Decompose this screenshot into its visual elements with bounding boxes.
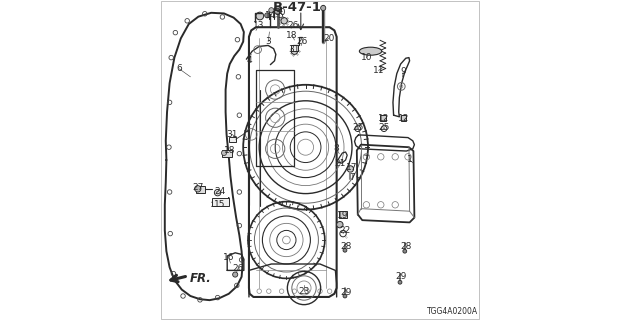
Circle shape: [265, 13, 270, 18]
Text: 1: 1: [407, 156, 412, 164]
Bar: [196, 186, 205, 193]
Text: 18: 18: [224, 146, 236, 155]
Text: 26: 26: [287, 21, 298, 30]
Text: 25: 25: [352, 124, 364, 132]
Circle shape: [233, 272, 238, 277]
Text: 31: 31: [227, 130, 237, 139]
Text: 12: 12: [378, 114, 390, 123]
Circle shape: [221, 150, 227, 156]
Text: 22: 22: [339, 226, 351, 235]
Text: 6: 6: [177, 64, 182, 73]
Text: 12: 12: [398, 114, 410, 123]
Text: FR.: FR.: [189, 272, 211, 285]
Text: 24: 24: [214, 188, 226, 196]
Text: 19: 19: [337, 212, 348, 220]
Circle shape: [281, 18, 287, 24]
Text: 28: 28: [401, 242, 412, 251]
Circle shape: [195, 186, 201, 192]
Bar: [339, 211, 347, 218]
Text: 29: 29: [340, 288, 352, 297]
Bar: [229, 137, 236, 142]
Text: 30: 30: [275, 8, 285, 17]
Text: 5: 5: [277, 12, 283, 20]
Text: TGG4A0200A: TGG4A0200A: [427, 307, 478, 316]
Circle shape: [383, 128, 385, 130]
Circle shape: [321, 5, 326, 11]
Text: 26: 26: [232, 264, 243, 273]
Text: 31: 31: [288, 45, 300, 54]
Bar: [401, 115, 406, 121]
Text: 13: 13: [253, 21, 265, 30]
Text: 28: 28: [340, 242, 352, 251]
Text: 3: 3: [266, 37, 271, 46]
Text: B-47-1: B-47-1: [273, 1, 322, 13]
Text: 17: 17: [346, 164, 358, 172]
Text: 18: 18: [287, 31, 298, 40]
Text: 27: 27: [192, 183, 204, 192]
Text: 16: 16: [223, 253, 234, 262]
Text: 9: 9: [401, 68, 406, 76]
Circle shape: [274, 6, 282, 14]
Text: 15: 15: [214, 200, 226, 209]
Text: 25: 25: [378, 124, 390, 132]
Circle shape: [337, 221, 343, 228]
Circle shape: [403, 249, 407, 253]
Circle shape: [291, 48, 298, 54]
Circle shape: [269, 8, 274, 13]
Text: 23: 23: [298, 287, 310, 296]
Text: 26: 26: [297, 37, 308, 46]
Bar: [223, 150, 232, 157]
Text: 21: 21: [334, 159, 346, 168]
Text: 4: 4: [246, 56, 252, 65]
Circle shape: [357, 128, 358, 130]
Circle shape: [256, 12, 264, 20]
Bar: [380, 115, 386, 121]
Text: 29: 29: [395, 272, 406, 281]
Text: 14: 14: [265, 12, 276, 20]
Circle shape: [343, 294, 347, 298]
Circle shape: [398, 280, 402, 284]
Text: 20: 20: [323, 34, 334, 43]
Bar: [291, 45, 298, 51]
Text: 11: 11: [373, 66, 384, 75]
Text: 7: 7: [349, 173, 355, 182]
Ellipse shape: [360, 47, 381, 55]
Text: 8: 8: [334, 144, 339, 153]
Circle shape: [343, 248, 347, 252]
Circle shape: [347, 166, 353, 172]
Bar: [212, 198, 229, 206]
Text: 10: 10: [361, 53, 372, 62]
